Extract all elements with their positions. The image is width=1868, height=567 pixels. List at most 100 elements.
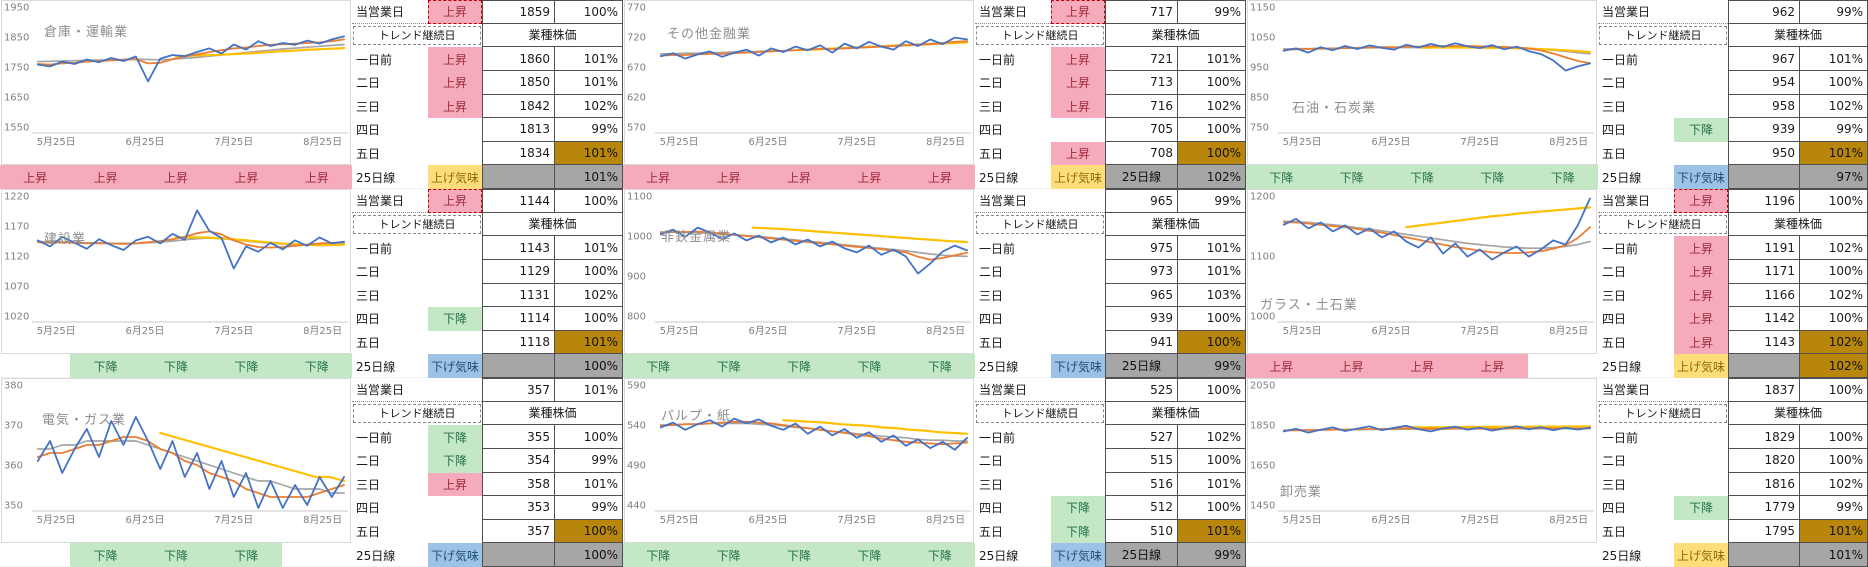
day-status[interactable] — [1674, 520, 1728, 544]
day-value[interactable]: 941 — [1105, 330, 1178, 355]
trend-cell[interactable]: 上昇 — [0, 165, 71, 189]
day-value[interactable]: 939 — [1105, 307, 1178, 331]
trend-days-header[interactable]: トレンド継続日 — [353, 403, 481, 424]
price-header[interactable]: 業種株価 — [1105, 212, 1246, 237]
day-value[interactable]: 357 — [482, 519, 555, 544]
trend-cell[interactable] — [1528, 354, 1598, 378]
trend-days-header[interactable]: トレンド継続日 — [976, 25, 1104, 46]
day-status[interactable] — [428, 520, 482, 544]
day-status[interactable]: 上昇 — [1051, 70, 1105, 95]
trend-cell[interactable]: 上昇 — [140, 165, 212, 189]
day-value[interactable]: 954 — [1728, 70, 1800, 95]
row-label-day[interactable]: 二日 — [356, 265, 381, 280]
day-value[interactable]: 1143 — [482, 236, 555, 260]
row-label-day[interactable]: 四日 — [356, 501, 381, 516]
price-header[interactable]: 業種株価 — [482, 212, 623, 237]
day-status[interactable] — [1051, 284, 1105, 308]
day-status[interactable]: 上昇 — [1674, 236, 1728, 260]
day-value[interactable]: 1834 — [482, 141, 555, 166]
today-percent[interactable]: 99% — [1178, 189, 1246, 213]
row-label-day[interactable]: 五日 — [979, 147, 1004, 162]
day-status[interactable]: 上昇 — [428, 94, 482, 119]
row-label-day[interactable]: 五日 — [979, 525, 1004, 540]
day-value[interactable]: 358 — [482, 472, 555, 497]
trend-days-header[interactable]: トレンド継続日 — [976, 403, 1104, 424]
day-value[interactable]: 1813 — [482, 118, 555, 142]
day-value[interactable]: 965 — [1105, 283, 1178, 308]
day-status[interactable]: 上昇 — [1051, 94, 1105, 119]
row-label-day[interactable]: 三日 — [1602, 477, 1627, 492]
row-label-day[interactable]: 一日前 — [979, 430, 1016, 445]
trend-days-header[interactable]: トレンド継続日 — [353, 25, 481, 46]
price-header[interactable]: 業種株価 — [1728, 401, 1868, 426]
day-status[interactable]: 下降 — [428, 307, 482, 331]
day-value[interactable]: 1171 — [1728, 259, 1800, 284]
day-status[interactable] — [1674, 95, 1728, 119]
day-status[interactable]: 下降 — [1674, 496, 1728, 520]
ma25-percent[interactable]: 101% — [1800, 543, 1868, 567]
day-percent[interactable]: 102% — [1800, 283, 1868, 308]
day-status[interactable] — [428, 142, 482, 166]
day-percent[interactable]: 101% — [1800, 47, 1868, 71]
price-chart[interactable]: 1100 1000 900 800 5月25日 6月25日 7月25日 8月25日 非鉄金属業 — [624, 189, 974, 354]
row-label-day[interactable]: 三日 — [356, 477, 381, 492]
day-percent[interactable]: 100% — [1178, 118, 1246, 142]
day-percent[interactable]: 102% — [1800, 236, 1868, 260]
ma25-value[interactable] — [1728, 354, 1800, 378]
row-label-day[interactable]: 四日 — [1602, 123, 1627, 138]
row-label-day[interactable]: 二日 — [979, 76, 1004, 91]
day-percent[interactable]: 99% — [555, 118, 623, 142]
day-percent[interactable]: 102% — [1800, 330, 1868, 355]
day-status[interactable] — [428, 284, 482, 308]
today-status[interactable] — [428, 378, 482, 402]
trend-cell[interactable]: 上昇 — [1386, 354, 1458, 378]
trend-cell[interactable] — [1457, 543, 1527, 567]
day-value[interactable]: 1820 — [1728, 448, 1800, 473]
row-label-day[interactable]: 三日 — [356, 99, 381, 114]
day-percent[interactable]: 102% — [555, 283, 623, 308]
day-percent[interactable]: 101% — [1178, 472, 1246, 497]
day-status[interactable] — [1674, 47, 1728, 71]
trend-cell[interactable]: 上昇 — [1457, 354, 1528, 378]
trend-cell[interactable]: 下降 — [211, 543, 282, 567]
row-label-day[interactable]: 四日 — [979, 123, 1004, 138]
day-percent[interactable]: 100% — [1800, 259, 1868, 284]
today-status[interactable] — [1674, 0, 1728, 24]
row-label-day[interactable]: 一日前 — [356, 52, 393, 67]
ma25-status[interactable]: 上げ気味 — [1674, 543, 1728, 567]
day-status[interactable] — [428, 260, 482, 284]
day-status[interactable]: 下降 — [428, 448, 482, 473]
ma25-value[interactable] — [482, 354, 555, 378]
row-label-day[interactable]: 二日 — [356, 454, 381, 469]
day-value[interactable]: 975 — [1105, 236, 1178, 260]
day-status[interactable] — [1051, 236, 1105, 260]
row-label-day[interactable]: 五日 — [1602, 336, 1627, 351]
trend-days-header[interactable]: トレンド継続日 — [1599, 214, 1727, 235]
trend-cell[interactable]: 下降 — [140, 354, 212, 378]
trend-cell[interactable]: 下降 — [693, 354, 764, 378]
day-value[interactable]: 1142 — [1728, 307, 1800, 331]
ma25-value[interactable]: 25日線 — [1105, 354, 1178, 378]
today-percent[interactable]: 100% — [555, 0, 623, 24]
day-status[interactable] — [1674, 142, 1728, 166]
ma25-percent[interactable]: 102% — [1800, 354, 1868, 378]
today-status[interactable]: 上昇 — [1674, 189, 1728, 213]
day-value[interactable]: 1850 — [482, 70, 555, 95]
price-chart[interactable]: 2050 1850 1650 1450 5月25日 6月25日 7月25日 8月25日 卸売業 — [1247, 378, 1597, 543]
trend-days-header[interactable]: トレンド継続日 — [1599, 25, 1727, 46]
day-percent[interactable]: 100% — [1800, 448, 1868, 473]
today-percent[interactable]: 101% — [555, 378, 623, 402]
day-status[interactable]: 上昇 — [1674, 283, 1728, 308]
row-label-ma25[interactable]: 25日線 — [356, 359, 396, 374]
row-label-day[interactable]: 四日 — [356, 312, 381, 327]
day-status[interactable] — [1051, 473, 1105, 497]
price-chart[interactable]: 1950 1850 1750 1650 1550 5月25日 6月25日 7月25日 8月25日… — [1, 0, 351, 165]
trend-days-header[interactable]: トレンド継続日 — [353, 214, 481, 235]
day-percent[interactable]: 101% — [1178, 259, 1246, 284]
trend-cell[interactable]: 下降 — [1457, 165, 1528, 189]
day-value[interactable]: 1795 — [1728, 519, 1800, 544]
trend-cell[interactable]: 下降 — [281, 354, 353, 378]
ma25-percent[interactable]: 100% — [555, 354, 623, 378]
day-percent[interactable]: 99% — [555, 496, 623, 520]
price-chart[interactable]: 770 720 670 620 570 5月25日 6月25日 7月25日 8月25日 その他金融… — [624, 0, 974, 165]
